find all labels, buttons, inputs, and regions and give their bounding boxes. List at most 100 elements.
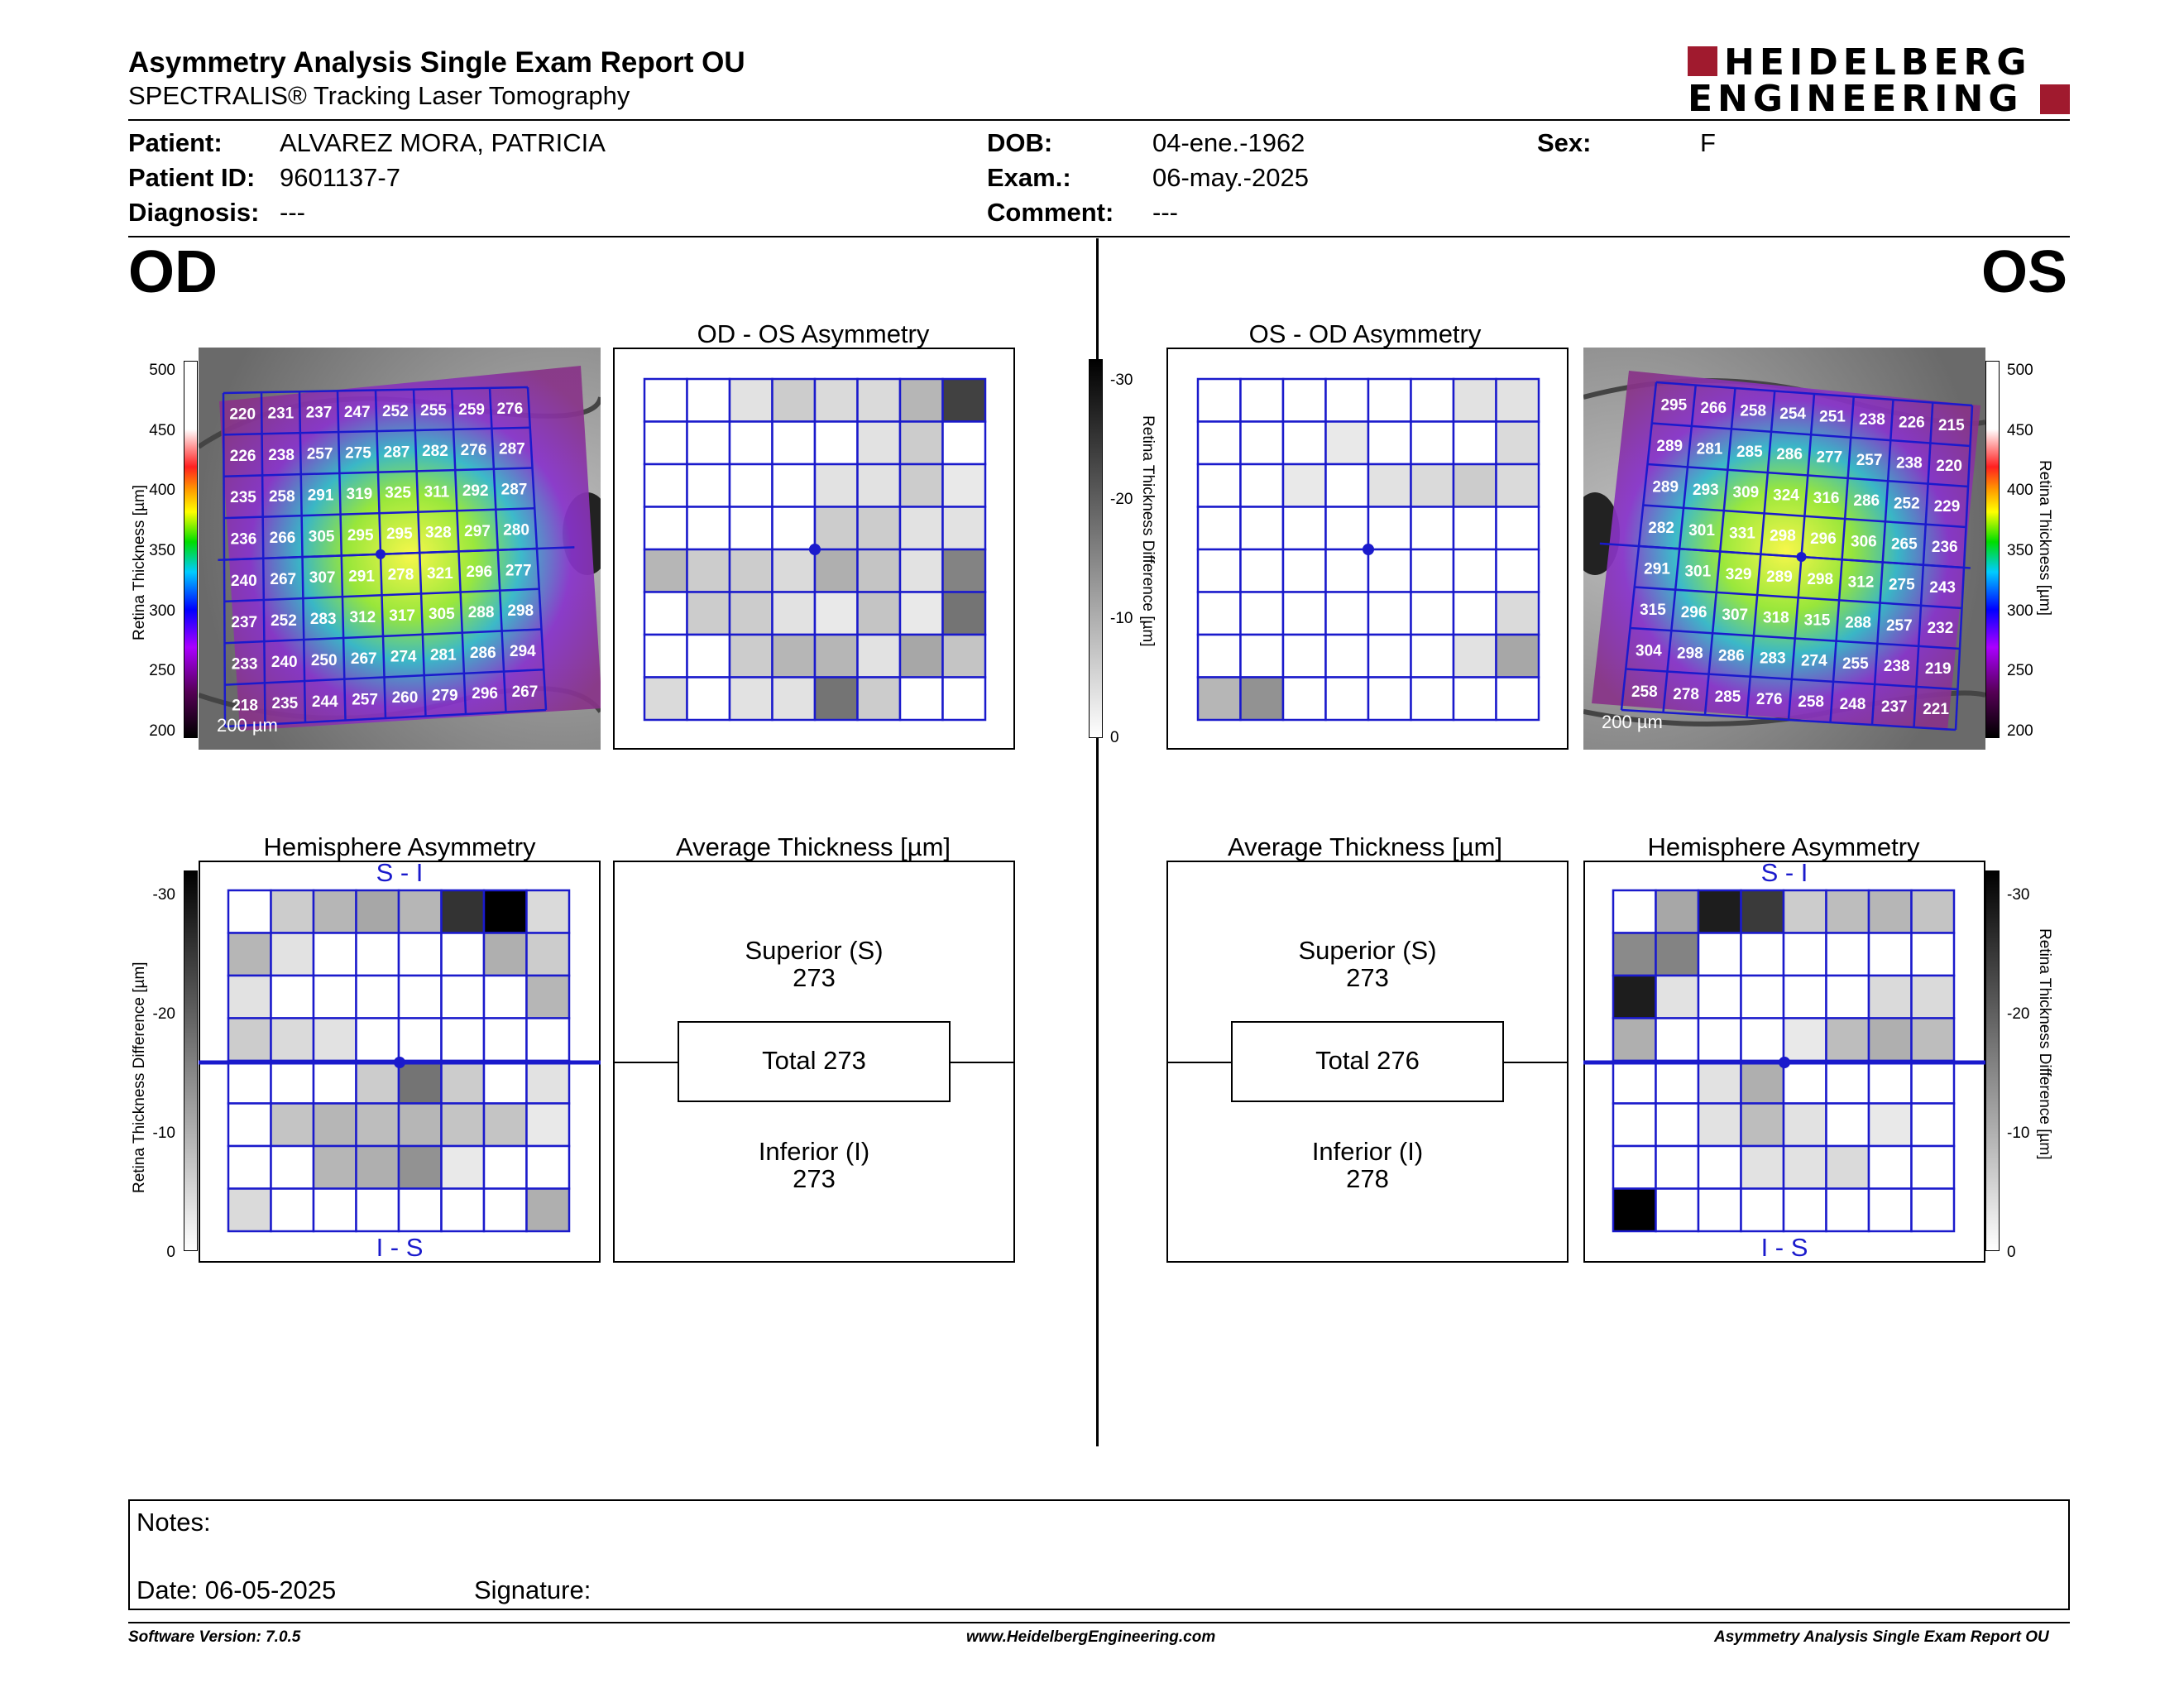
grid-cell xyxy=(312,1187,357,1233)
grid-cell xyxy=(1740,1102,1785,1148)
grid-cell xyxy=(686,591,731,636)
thickness-value: 293 xyxy=(1693,482,1719,499)
thickness-value: 283 xyxy=(1760,650,1786,668)
thickness-value: 331 xyxy=(1729,525,1755,542)
scale-tick: -30 xyxy=(1110,372,1133,389)
sex-value: F xyxy=(1700,128,1716,157)
grid-cell xyxy=(1825,889,1870,934)
grid-cell xyxy=(1196,506,1242,551)
grid-cell xyxy=(813,676,859,722)
thickness-value: 288 xyxy=(1845,615,1871,632)
grid-cell xyxy=(813,463,859,508)
grid-cell xyxy=(1367,633,1412,679)
thickness-value: 278 xyxy=(388,567,414,584)
grid-cell xyxy=(1239,548,1285,593)
scale-tick: -20 xyxy=(1110,491,1133,508)
grid-cell xyxy=(1910,1102,1956,1148)
thickness-value: 315 xyxy=(1804,611,1831,629)
grid-cell xyxy=(813,548,859,593)
patient-id-label: Patient ID: xyxy=(128,163,256,192)
thickness-value: 258 xyxy=(1631,683,1658,701)
grid-cell xyxy=(1697,1059,1742,1105)
grid-cell xyxy=(1612,1059,1657,1105)
scale-tick: 300 xyxy=(149,602,175,620)
grid-cell xyxy=(898,463,944,508)
thickness-value: 286 xyxy=(1776,446,1803,463)
grid-cell xyxy=(1825,1102,1870,1148)
thickness-value: 257 xyxy=(1856,452,1883,469)
grid-cell xyxy=(1740,932,1785,977)
grid-cell xyxy=(440,1144,486,1190)
os-thickness-colorbar xyxy=(1985,361,2000,738)
grid-cell xyxy=(355,1144,400,1190)
thickness-value: 324 xyxy=(1773,487,1799,504)
comment-value: --- xyxy=(1152,198,1178,227)
grid-cell xyxy=(1324,591,1370,636)
diagnosis-label: Diagnosis: xyxy=(128,198,260,227)
grid-cell xyxy=(270,889,315,934)
grid-cell xyxy=(227,1187,272,1233)
grid-cell xyxy=(898,420,944,466)
grid-cell xyxy=(941,506,987,551)
grid-cell xyxy=(1239,377,1285,423)
grid-cell xyxy=(1740,1017,1785,1062)
thickness-value: 243 xyxy=(1929,579,1956,597)
grid-cell xyxy=(312,932,357,977)
grid-cell xyxy=(1410,591,1455,636)
grid-cell xyxy=(525,1187,571,1233)
grid-cell xyxy=(728,463,774,508)
thickness-value: 329 xyxy=(1726,566,1752,583)
thickness-value: 248 xyxy=(1840,696,1866,713)
grid-cell xyxy=(728,506,774,551)
thickness-value: 307 xyxy=(1722,607,1748,624)
os-hemi-scale-label: Retina Thickness Difference [µm] xyxy=(2036,928,2053,1160)
thickness-value: 235 xyxy=(272,695,299,712)
notes-box[interactable]: Notes: Date: 06-05-2025 Signature: xyxy=(128,1499,2070,1610)
os-hemi-bottom-label: I - S xyxy=(1760,1233,1808,1262)
grid-cell xyxy=(1239,463,1285,508)
grid-cell xyxy=(355,1059,400,1105)
grid-cell xyxy=(1867,1059,1913,1105)
grid-cell xyxy=(525,932,571,977)
scale-tick: -20 xyxy=(152,1005,175,1023)
scale-tick: 500 xyxy=(149,362,175,379)
thickness-value: 312 xyxy=(350,609,376,626)
grid-cell xyxy=(643,591,688,636)
scale-tick: 250 xyxy=(2007,662,2033,680)
logo-line-2: ENGINEERING xyxy=(1688,78,2024,120)
od-thickness-scale-label: Retina Thickness [µm] xyxy=(131,485,148,640)
scale-tick: -30 xyxy=(152,886,175,904)
grid-cell xyxy=(482,889,528,934)
grid-cell xyxy=(1281,377,1327,423)
thickness-value: 301 xyxy=(1684,563,1711,581)
grid-line xyxy=(224,587,539,603)
grid-cell xyxy=(686,548,731,593)
thickness-value: 258 xyxy=(1740,402,1766,420)
thickness-value: 311 xyxy=(424,483,450,501)
thickness-value: 285 xyxy=(1736,444,1763,461)
logo-square-top xyxy=(1688,46,1717,76)
grid-cell xyxy=(856,506,902,551)
grid-cell xyxy=(728,420,774,466)
grid-cell xyxy=(1495,506,1540,551)
thickness-value: 255 xyxy=(420,402,447,420)
patient-value: ALVAREZ MORA, PATRICIA xyxy=(280,128,606,157)
grid-cell xyxy=(397,1017,443,1062)
os-inferior-label: Inferior (I) xyxy=(1311,1137,1424,1166)
grid-cell xyxy=(1281,420,1327,466)
scale-tick: 250 xyxy=(149,662,175,680)
grid-cell xyxy=(1740,1059,1785,1105)
thickness-value: 301 xyxy=(1688,522,1715,539)
thickness-value: 297 xyxy=(464,523,491,540)
footer-url[interactable]: www.HeidelbergEngineering.com xyxy=(966,1628,1216,1646)
thickness-value: 277 xyxy=(505,562,532,579)
grid-cell xyxy=(898,591,944,636)
grid-cell xyxy=(1196,463,1242,508)
fovea-marker xyxy=(1363,544,1374,555)
od-label: OD xyxy=(128,239,218,305)
od-os-asym-title: OD - OS Asymmetry xyxy=(697,319,930,348)
grid-cell xyxy=(1655,889,1700,934)
grid-cell xyxy=(1612,1102,1657,1148)
grid-cell xyxy=(1910,932,1956,977)
grid-cell xyxy=(728,633,774,679)
